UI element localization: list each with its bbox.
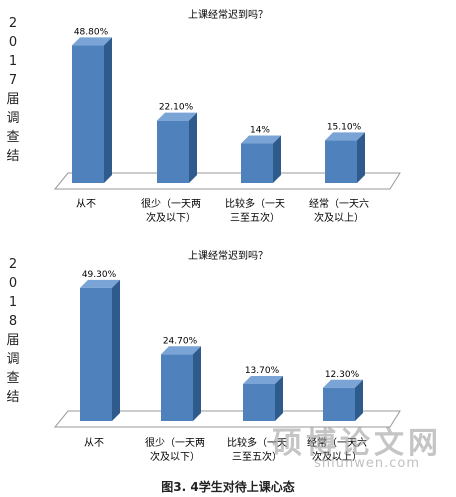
category-label: 三至五次） [232,450,282,463]
bar [323,387,355,421]
bar-top [323,379,363,388]
data-label: 49.30% [82,270,117,280]
data-label: 15.10% [327,122,362,132]
chart-floor [53,172,401,190]
category-label: 次及以上） [312,450,362,463]
bar-top [243,376,283,385]
bar [72,45,104,183]
category-label: 次及以上） [314,211,364,224]
bar [80,287,112,421]
bar-top [72,37,112,46]
bar-side [355,379,363,421]
watermark-url: shlunwen.com [314,456,420,471]
data-label: 24.70% [163,336,198,346]
bar-side [193,346,201,421]
bar [241,143,273,183]
bar-top [241,135,281,144]
bar-side [275,376,283,421]
category-label: 很少（一天两 [145,436,205,449]
category-label: 从不 [76,199,96,210]
category-label: 次及以下） [146,211,196,224]
bar-side [189,112,197,183]
watermark-text: 硕博论文网 [272,426,442,461]
bar-top [80,279,120,288]
category-label: 从不 [84,438,104,449]
category-label: 三至五次） [230,211,280,224]
bar-side [112,279,120,421]
bar-top [325,132,365,141]
bar-side [104,37,112,183]
data-label: 13.70% [245,366,280,376]
category-label: 比较多（一天 [225,197,285,210]
category-label: 很少（一天两 [141,197,201,210]
data-label: 14% [250,126,270,136]
chart-floor [53,410,401,428]
category-label: 经常（一天六 [309,197,369,210]
chart-title: 上课经常迟到吗？ [188,8,268,21]
category-label: 次及以下） [150,450,200,463]
bar [243,384,275,421]
bar [157,120,189,183]
data-label: 22.10% [159,103,194,113]
chart-title: 上课经常迟到吗？ [188,249,268,262]
bar-side [273,135,281,183]
bar [325,140,357,183]
category-label: 比较多（一天 [227,436,287,449]
bar [161,354,193,421]
data-label: 48.80% [74,27,109,37]
data-label: 12.30% [325,370,360,380]
category-label: 经常（一天六 [307,436,367,449]
figure-caption: 图3. 4学生对待上课心态 [161,480,295,494]
bar-top [161,346,201,355]
bar-top [157,112,197,121]
bar-side [357,132,365,183]
